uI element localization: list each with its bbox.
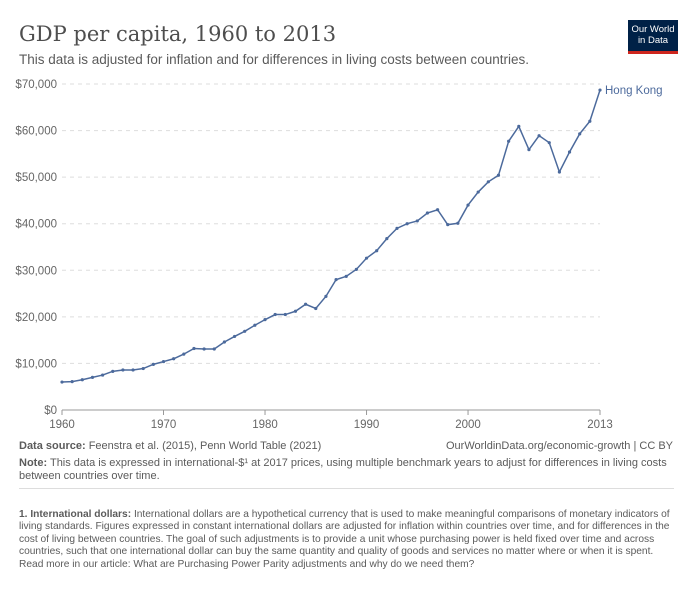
data-point — [385, 237, 389, 241]
data-point — [435, 208, 440, 212]
data-source: Data source: Feenstra et al. (2015), Pen… — [19, 440, 321, 452]
data-point — [141, 366, 145, 371]
x-tick-label: 1960 — [49, 419, 75, 431]
data-point — [111, 369, 115, 373]
data-point — [253, 323, 257, 327]
data-point — [151, 362, 155, 366]
y-tick-label: $0 — [44, 405, 57, 417]
data-point — [486, 180, 490, 184]
x-tick-label: 1970 — [151, 419, 177, 431]
data-point — [344, 274, 348, 278]
y-tick-label: $50,000 — [15, 172, 57, 184]
data-point — [121, 368, 125, 372]
divider — [19, 488, 674, 489]
note-label: Note: — [19, 457, 48, 469]
owid-logo[interactable]: Our World in Data — [628, 20, 678, 54]
y-tick-label: $30,000 — [15, 265, 57, 277]
data-point — [425, 211, 430, 215]
data-point — [375, 249, 379, 253]
data-point — [131, 368, 135, 372]
series-line — [61, 89, 601, 383]
y-tick-label: $20,000 — [15, 312, 57, 324]
data-point — [476, 190, 480, 194]
y-tick-label: $10,000 — [15, 358, 57, 370]
data-point — [273, 312, 277, 317]
data-point — [263, 318, 267, 322]
data-point — [598, 88, 602, 92]
data-point — [324, 294, 328, 298]
data-point — [446, 223, 450, 227]
chart-title: GDP per capita, 1960 to 2013 — [19, 22, 337, 46]
data-point — [172, 357, 176, 361]
y-tick-label: $70,000 — [15, 79, 57, 91]
footnote: 1. International dollars: International … — [19, 509, 674, 571]
data-point — [283, 312, 287, 317]
data-point — [212, 347, 216, 351]
y-tick-label: $40,000 — [15, 219, 57, 231]
data-point — [557, 170, 561, 174]
data-point — [80, 378, 84, 382]
data-point — [395, 226, 399, 230]
note: Note: This data is expressed in internat… — [19, 457, 674, 483]
source-label: Data source: — [19, 440, 86, 452]
data-point — [578, 132, 582, 136]
data-point — [182, 352, 186, 356]
data-point — [405, 222, 409, 226]
data-point — [415, 219, 419, 223]
data-point — [202, 347, 206, 351]
data-point — [314, 306, 318, 311]
data-point — [334, 278, 338, 282]
data-point — [537, 134, 541, 138]
x-tick-label: 1980 — [252, 419, 278, 431]
data-point — [70, 379, 74, 384]
data-point — [192, 346, 196, 351]
data-point — [222, 340, 227, 344]
footnote-label: 1. International dollars: — [19, 509, 132, 520]
data-point — [507, 139, 511, 143]
data-point — [101, 373, 105, 377]
data-point — [456, 221, 460, 225]
x-tick-label: 2013 — [587, 419, 613, 431]
data-point — [496, 173, 501, 177]
x-tick-label: 2000 — [455, 419, 481, 431]
footnote-text: International dollars are a hypothetical… — [19, 509, 670, 570]
note-text: This data is expressed in international-… — [19, 457, 667, 482]
data-point — [466, 203, 470, 207]
data-point — [567, 150, 572, 154]
chart-subtitle: This data is adjusted for inflation and … — [19, 52, 530, 67]
data-point — [364, 256, 369, 260]
data-point — [90, 375, 95, 379]
data-point — [588, 119, 592, 123]
data-point — [547, 141, 551, 145]
data-point — [60, 380, 64, 384]
source-url[interactable]: OurWorldinData.org/economic-growth | CC … — [445, 440, 673, 452]
data-point — [354, 267, 358, 271]
data-point — [161, 359, 166, 364]
data-point — [232, 334, 237, 339]
data-point — [527, 148, 531, 152]
y-tick-label: $60,000 — [15, 126, 57, 138]
data-point — [293, 309, 298, 313]
data-point — [304, 302, 308, 306]
series-label: Hong Kong — [605, 85, 663, 97]
data-point — [243, 329, 247, 333]
x-tick-label: 1990 — [354, 419, 380, 431]
line-chart: $0 $10,000 $20,000 $30,000 $40,000 $50,000 $60… — [15, 79, 663, 431]
source-text: Feenstra et al. (2015), Penn World Table… — [88, 440, 322, 452]
data-point — [517, 124, 521, 128]
